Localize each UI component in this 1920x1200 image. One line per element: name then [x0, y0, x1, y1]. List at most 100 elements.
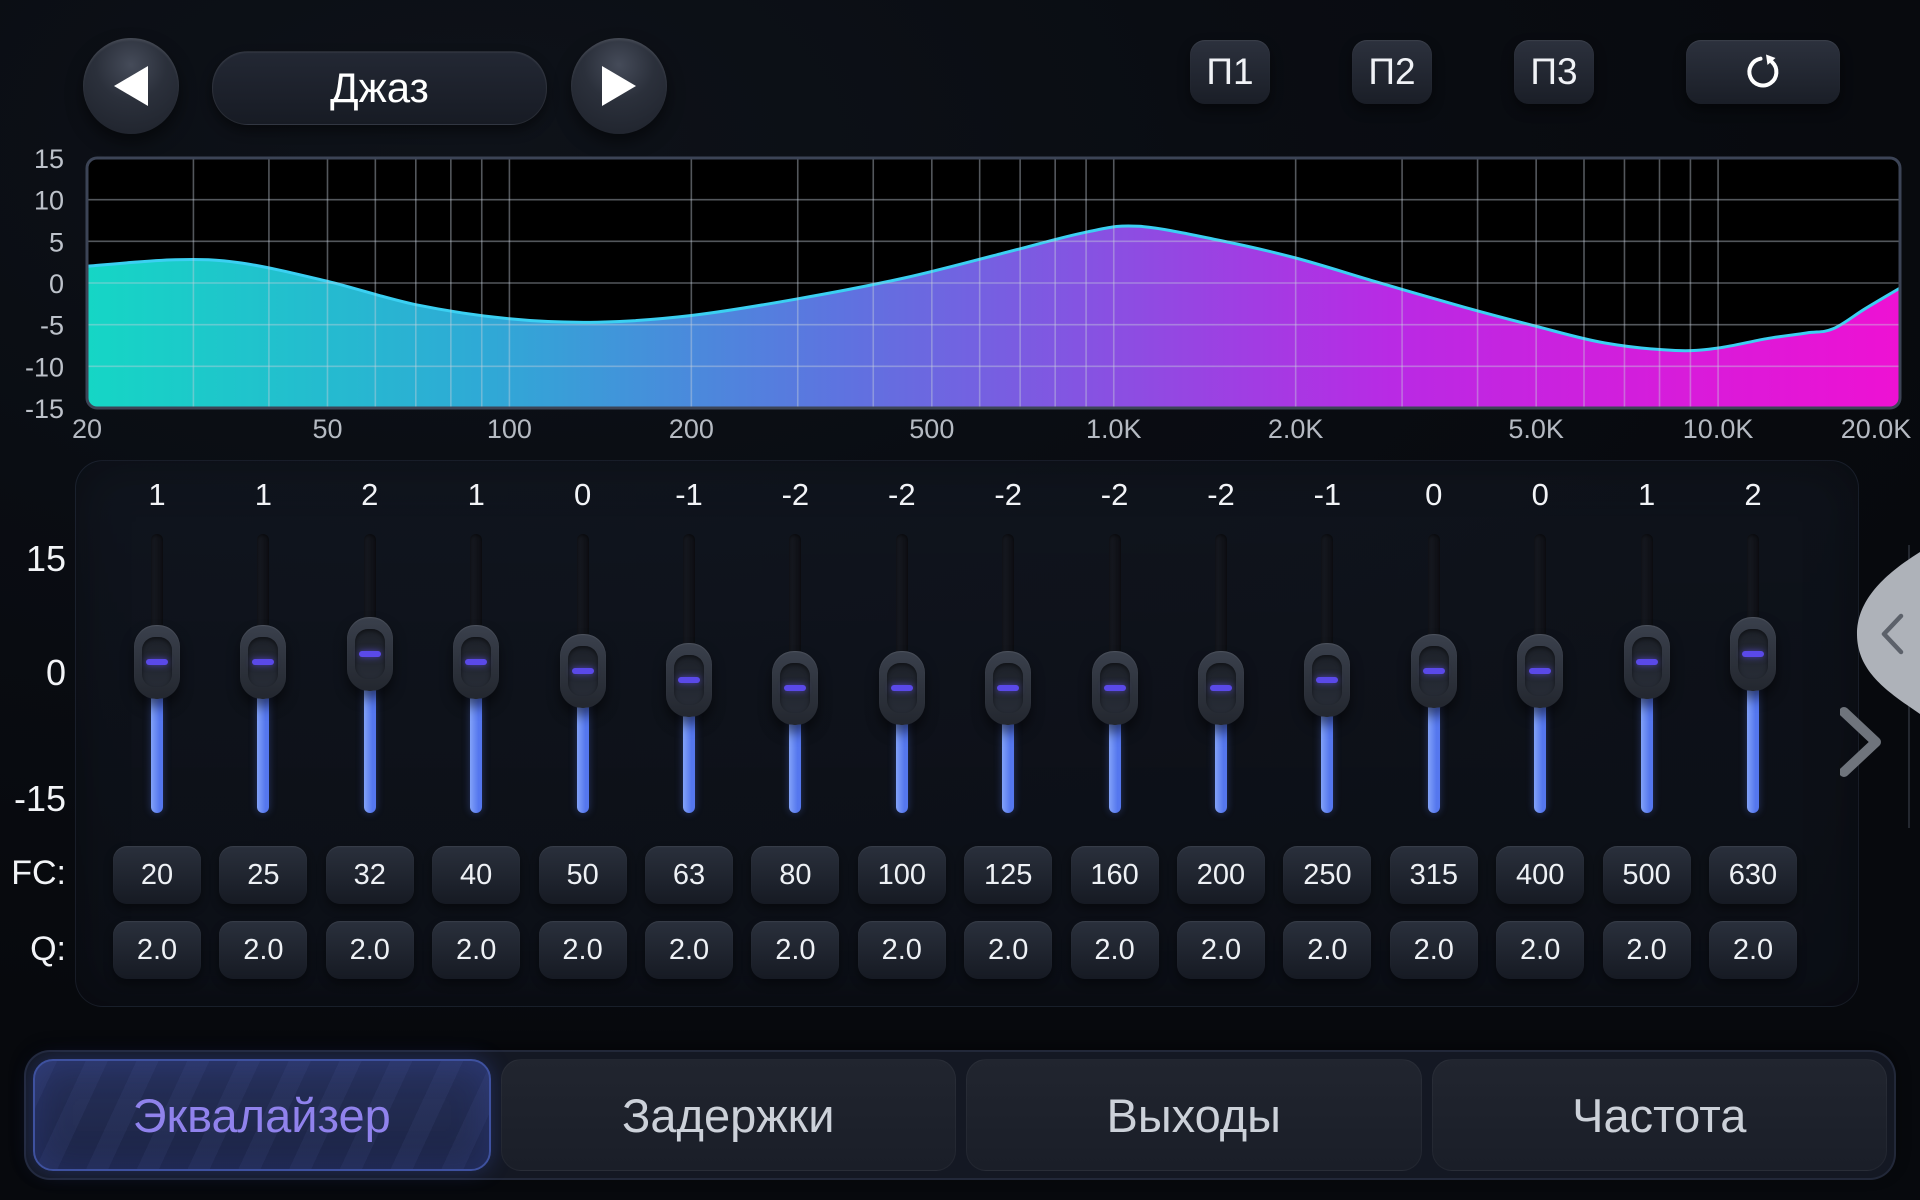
- reset-button[interactable]: [1686, 40, 1840, 104]
- band-fc-button[interactable]: 315: [1389, 846, 1478, 904]
- band-q-button[interactable]: 2.0: [645, 921, 733, 979]
- band-slider-handle[interactable]: [985, 651, 1032, 726]
- band-slider-handle[interactable]: [1730, 616, 1776, 691]
- q-row-label: Q:: [30, 930, 66, 968]
- band-q-button[interactable]: 2.0: [219, 921, 308, 979]
- eq-band-column: -2 160 2.0: [1067, 461, 1163, 1006]
- band-slider-handle-dash-icon: [1422, 668, 1445, 674]
- band-q-button[interactable]: 2.0: [113, 921, 201, 979]
- y-axis-tick: 10: [34, 186, 64, 216]
- x-axis-tick: 2.0K: [1268, 414, 1324, 444]
- band-gain-value: 1: [1637, 477, 1656, 512]
- band-slider-handle-dash-icon: [890, 685, 913, 692]
- tab-frequency[interactable]: Частота: [1431, 1059, 1887, 1171]
- band-slider-handle[interactable]: [1623, 625, 1670, 700]
- preset-slot-2-button[interactable]: П2: [1352, 40, 1432, 104]
- band-q-button[interactable]: 2.0: [1496, 921, 1585, 979]
- band-slider-active-track: [1747, 653, 1759, 813]
- band-gain-value: -2: [888, 477, 916, 512]
- eq-band-column: 0 400 2.0: [1492, 461, 1588, 1006]
- band-gain-value: 0: [573, 477, 592, 512]
- band-fc-button[interactable]: 400: [1496, 846, 1585, 904]
- band-fc-button[interactable]: 250: [1283, 846, 1372, 904]
- band-slider-handle-dash-icon: [358, 650, 381, 657]
- band-slider-handle-dash-icon: [1635, 659, 1658, 666]
- eq-band-column: -2 100 2.0: [854, 461, 950, 1006]
- eq-band-column: 1 500 2.0: [1599, 461, 1695, 1006]
- band-slider-handle[interactable]: [559, 634, 606, 708]
- band-slider-active-track: [257, 662, 270, 813]
- band-slider-handle[interactable]: [1198, 651, 1244, 726]
- band-fc-button[interactable]: 630: [1709, 846, 1797, 904]
- band-slider-handle[interactable]: [134, 625, 180, 700]
- band-slider-handle[interactable]: [240, 625, 287, 700]
- preset-slot-3-button[interactable]: П3: [1514, 40, 1594, 104]
- band-q-button[interactable]: 2.0: [1709, 921, 1797, 979]
- band-fc-button[interactable]: 32: [325, 846, 414, 904]
- left-triangle-icon: [114, 66, 148, 106]
- band-gain-value: 1: [148, 477, 166, 512]
- band-fc-button[interactable]: 20: [113, 846, 201, 904]
- band-slider-handle[interactable]: [1304, 642, 1351, 717]
- tab-delays[interactable]: Задержки: [500, 1059, 956, 1171]
- eq-band-column: 1 40 2.0: [428, 461, 524, 1006]
- band-fc-button[interactable]: 63: [645, 846, 733, 904]
- band-fc-button[interactable]: 200: [1177, 846, 1265, 904]
- band-fc-button[interactable]: 160: [1070, 846, 1159, 904]
- band-gain-value: 2: [361, 477, 379, 512]
- tab-equalizer[interactable]: Эквалайзер: [33, 1059, 491, 1171]
- band-fc-button[interactable]: 40: [432, 846, 521, 904]
- band-q-button[interactable]: 2.0: [1389, 921, 1478, 979]
- band-slider-handle[interactable]: [772, 651, 819, 726]
- band-q-button[interactable]: 2.0: [538, 921, 627, 979]
- band-slider-handle-dash-icon: [784, 685, 807, 692]
- band-slider-active-track: [1640, 662, 1653, 813]
- band-slider-handle-dash-icon: [1742, 650, 1764, 657]
- preset-prev-button[interactable]: [83, 38, 179, 134]
- reset-icon: [1747, 54, 1779, 88]
- band-slider-handle[interactable]: [1410, 634, 1457, 708]
- x-axis-tick: 5.0K: [1508, 414, 1564, 444]
- band-slider-handle[interactable]: [453, 625, 500, 700]
- band-slider-handle[interactable]: [666, 642, 712, 717]
- band-q-button[interactable]: 2.0: [1283, 921, 1372, 979]
- eq-band-column: -1 63 2.0: [641, 461, 737, 1006]
- band-slider-handle[interactable]: [1091, 651, 1138, 726]
- band-fc-button[interactable]: 100: [857, 846, 946, 904]
- band-slider-handle[interactable]: [1517, 634, 1564, 708]
- band-slider-handle-dash-icon: [465, 659, 488, 666]
- x-axis-tick: 50: [312, 414, 342, 444]
- band-q-button[interactable]: 2.0: [432, 921, 521, 979]
- preset-next-button[interactable]: [571, 38, 667, 134]
- preset-slot-1-button[interactable]: П1: [1190, 40, 1270, 104]
- band-q-button[interactable]: 2.0: [857, 921, 946, 979]
- x-axis-tick: 20.0K: [1841, 414, 1912, 444]
- band-gain-value: -2: [1207, 477, 1235, 512]
- band-slider-handle[interactable]: [878, 651, 925, 726]
- band-q-button[interactable]: 2.0: [325, 921, 414, 979]
- band-slider-handle-dash-icon: [1316, 676, 1339, 683]
- band-slider-handle[interactable]: [346, 616, 393, 691]
- band-fc-button[interactable]: 80: [751, 846, 840, 904]
- band-gain-value: -1: [675, 477, 703, 512]
- band-q-button[interactable]: 2.0: [1177, 921, 1265, 979]
- y-axis-tick: -10: [25, 352, 64, 382]
- band-gain-value: 1: [254, 477, 273, 512]
- band-fc-button[interactable]: 50: [538, 846, 627, 904]
- band-q-button[interactable]: 2.0: [1070, 921, 1159, 979]
- band-fc-button[interactable]: 500: [1602, 846, 1691, 904]
- band-gain-value: 1: [467, 477, 485, 512]
- band-q-button[interactable]: 2.0: [964, 921, 1053, 979]
- band-q-button[interactable]: 2.0: [1602, 921, 1691, 979]
- eq-band-column: -2 200 2.0: [1173, 461, 1269, 1006]
- band-gain-value: 2: [1744, 477, 1762, 512]
- side-panel-pull-handle[interactable]: [1857, 552, 1920, 714]
- tab-outputs[interactable]: Выходы: [966, 1059, 1422, 1171]
- expand-chevron-button[interactable]: [1840, 707, 1881, 777]
- band-fc-button[interactable]: 125: [964, 846, 1053, 904]
- y-axis-tick: 5: [49, 227, 64, 257]
- band-fc-button[interactable]: 25: [219, 846, 308, 904]
- preset-name-display[interactable]: Джаз: [212, 51, 547, 125]
- band-q-button[interactable]: 2.0: [751, 921, 840, 979]
- fc-row-label: FC:: [11, 854, 66, 892]
